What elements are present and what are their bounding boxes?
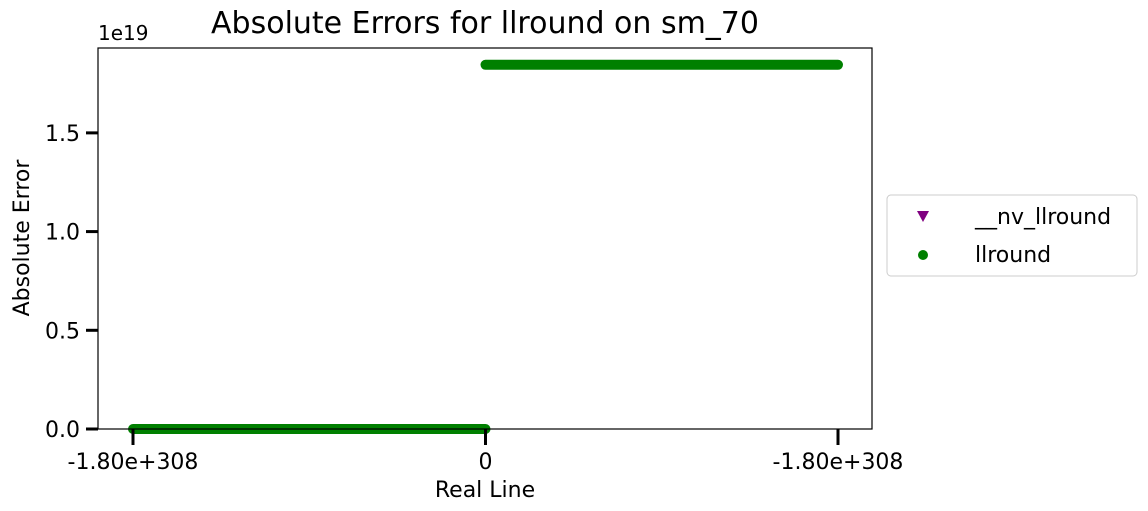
legend-marker-circle-icon (918, 250, 928, 260)
legend-marker-triangle-down-icon (917, 211, 929, 222)
legend-frame (886, 194, 1138, 277)
x-tick-label-2: -1.80e+308 (773, 450, 904, 475)
legend-label-llround: llround (975, 243, 1051, 268)
chart-title: Absolute Errors for llround on sm_70 (211, 6, 759, 41)
plot-frame (97, 47, 873, 430)
y-axis: 0.0 0.5 1.0 1.5 (45, 122, 98, 443)
legend-label-nv-llround: __nv_llround (974, 205, 1111, 230)
legend: __nv_llround llround (886, 194, 1138, 277)
y-axis-label: Absolute Error (10, 159, 35, 317)
plot-marks (128, 59, 843, 434)
y-offset-label: 1e19 (98, 21, 148, 45)
y-tick-label-0: 0.0 (45, 418, 80, 443)
x-axis: -1.80e+308 0 -1.80e+308 (68, 429, 904, 475)
y-tick-label-2: 1.0 (45, 221, 80, 246)
x-tick-label-0: -1.80e+308 (68, 450, 199, 475)
y-tick-label-1: 0.5 (45, 319, 80, 344)
x-tick-label-1: 0 (479, 450, 493, 475)
y-tick-label-3: 1.5 (45, 122, 80, 147)
x-axis-label: Real Line (435, 478, 535, 503)
